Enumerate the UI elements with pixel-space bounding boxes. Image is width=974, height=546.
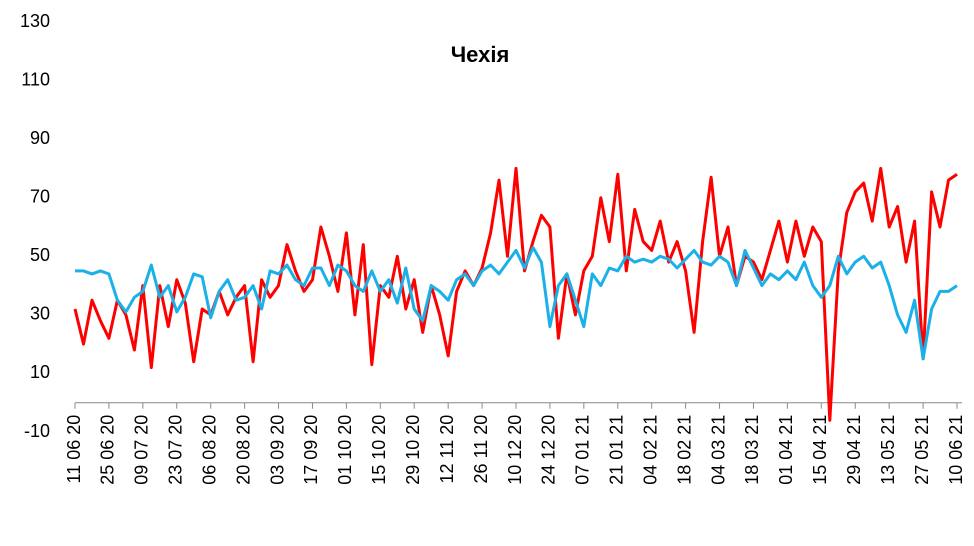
y-tick-label: 90 [30,128,50,148]
x-tick-label: 07 01 21 [573,415,593,485]
x-tick-label: 12 11 20 [437,415,457,484]
x-tick-label: 23 07 20 [166,415,186,485]
x-tick-label: 15 04 21 [810,415,830,485]
y-tick-label: 10 [30,362,50,382]
x-tick-label: 04 03 21 [708,415,728,485]
y-tick-label: 30 [30,304,50,324]
x-tick-label: 01 10 20 [335,415,355,485]
x-tick-label: 26 11 20 [471,415,491,484]
x-tick-label: 18 03 21 [742,415,762,485]
x-tick-label: 04 02 21 [640,415,660,485]
x-tick-label: 18 02 21 [674,415,694,485]
x-tick-label: 25 06 20 [98,415,118,485]
x-tick-label: 24 12 20 [539,415,559,485]
x-tick-label: 20 08 20 [233,415,253,485]
y-tick-label: 50 [30,245,50,265]
x-tick-label: 10 12 20 [505,415,525,485]
x-tick-label: 21 01 21 [607,415,627,485]
line-series [75,246,958,361]
x-tick-label: 13 05 21 [878,415,898,485]
x-tick-label: 11 06 20 [64,415,84,484]
x-tick-label: 15 10 20 [369,415,389,485]
chart-title: Чехія [451,42,510,67]
x-tick-label: 29 10 20 [403,415,423,485]
x-tick-label: 03 09 20 [267,415,287,485]
x-tick-label: 09 07 20 [132,415,152,485]
x-tick-label: 27 05 21 [912,415,932,485]
x-tick-label: 17 09 20 [301,415,321,485]
y-tick-label: 130 [20,11,50,31]
x-tick-label: 29 04 21 [844,415,864,485]
y-tick-label: 110 [21,69,50,89]
x-tick-label: 10 06 21 [946,415,966,485]
x-tick-label: 01 04 21 [776,415,796,485]
y-tick-label: -10 [24,421,50,441]
y-tick-label: 70 [30,186,50,206]
x-tick-label: 06 08 20 [199,415,219,485]
line-series [73,166,958,422]
